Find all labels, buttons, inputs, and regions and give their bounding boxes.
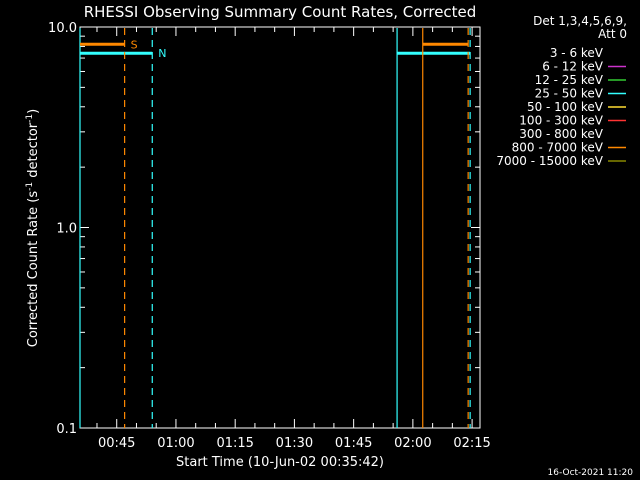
y-axis-label: Corrected Count Rate (s-1 detector-1) <box>25 109 41 347</box>
legend-item-label: 800 - 7000 keV <box>512 141 604 155</box>
observing-markers: NS <box>79 28 471 428</box>
x-tick-label: 01:30 <box>276 436 313 451</box>
x-tick-label: 01:15 <box>216 436 253 451</box>
x-axis-label: Start Time (10-Jun-02 00:35:42) <box>176 455 384 470</box>
x-tick-label: 01:00 <box>157 436 194 451</box>
y-tick-label: 10.0 <box>48 21 77 36</box>
legend-item-label: 25 - 50 keV <box>535 87 604 101</box>
legend-header: Att 0 <box>598 27 627 41</box>
y-tick-label: 1.0 <box>56 222 77 237</box>
chart-title: RHESSI Observing Summary Count Rates, Co… <box>84 3 477 21</box>
legend-item-label: 50 - 100 keV <box>527 100 604 114</box>
saa-marker-label: S <box>131 38 138 51</box>
y-tick-label: 0.1 <box>56 422 77 437</box>
legend-item-label: 3 - 6 keV <box>550 46 604 60</box>
x-axis: 00:45 01:00 01:15 01:30 01:45 02:00 02:15 <box>96 27 491 451</box>
x-tick-label: 00:45 <box>98 436 135 451</box>
legend-item-label: 300 - 800 keV <box>519 127 603 141</box>
legend-item-label: 12 - 25 keV <box>535 73 604 87</box>
night-marker-label: N <box>158 47 166 60</box>
x-tick-label: 02:00 <box>394 436 431 451</box>
legend-item-label: 6 - 12 keV <box>542 60 604 74</box>
footer-timestamp: 16-Oct-2021 11:20 <box>548 468 634 478</box>
legend-header: Det 1,3,4,5,6,9, <box>533 14 627 28</box>
x-tick-label: 02:15 <box>453 436 490 451</box>
legend-item-label: 100 - 300 keV <box>519 114 603 128</box>
y-axis: 0.1 1.0 10.0 <box>48 21 480 437</box>
legend-item-label: 7000 - 15000 keV <box>496 154 603 168</box>
x-tick-label: 01:45 <box>335 436 372 451</box>
